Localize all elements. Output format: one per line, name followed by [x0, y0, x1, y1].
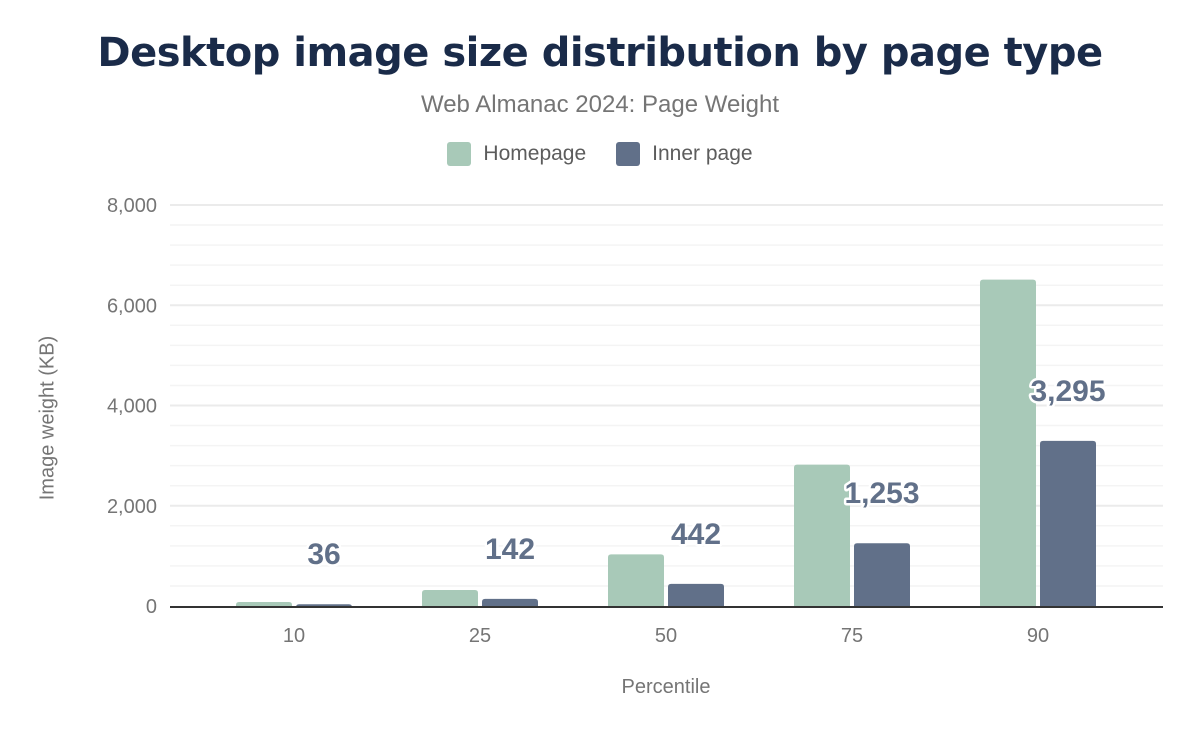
bar-homepage	[794, 464, 850, 606]
bar-homepage	[236, 601, 292, 606]
legend-item-homepage[interactable]: Homepage	[447, 142, 586, 166]
legend-swatch-inner-page	[616, 142, 641, 166]
x-tick-label: 50	[655, 625, 677, 647]
x-axis-title: Percentile	[621, 676, 711, 698]
bar-homepage	[422, 589, 478, 606]
data-label: 3,295	[1030, 375, 1105, 408]
data-label: 442	[671, 518, 721, 551]
y-axis-title: Image weight (KB)	[36, 335, 59, 501]
legend: Homepage Inner page	[0, 142, 1200, 166]
x-tick-label: 90	[1027, 625, 1049, 647]
x-tick-label: 25	[469, 625, 491, 647]
y-tick-label: 6,000	[107, 295, 157, 317]
y-tick-label: 0	[146, 596, 157, 618]
y-tick-label: 8,000	[107, 195, 157, 217]
legend-swatch-homepage	[447, 142, 472, 166]
chart-subtitle: Web Almanac 2024: Page Weight	[420, 91, 779, 118]
x-tick-label: 10	[283, 625, 305, 647]
bar-inner-page	[482, 598, 538, 606]
x-tick-label: 75	[841, 625, 863, 647]
legend-item-inner-page[interactable]: Inner page	[616, 142, 753, 166]
bar-inner-page	[854, 543, 910, 606]
data-label: 36	[307, 538, 340, 571]
bar-inner-page	[296, 604, 352, 608]
y-tick-label: 4,000	[107, 396, 157, 418]
legend-label-inner-page: Inner page	[652, 142, 753, 165]
bar-inner-page	[1040, 440, 1096, 606]
bar-homepage	[980, 279, 1036, 606]
legend-label-homepage: Homepage	[483, 142, 587, 165]
bar-homepage	[608, 554, 664, 606]
y-tick-label: 2,000	[107, 496, 157, 518]
data-label: 1,253	[844, 477, 919, 510]
data-label: 142	[485, 533, 535, 566]
chart-title: Desktop image size distribution by page …	[97, 30, 1103, 76]
bar-inner-page	[668, 583, 724, 606]
